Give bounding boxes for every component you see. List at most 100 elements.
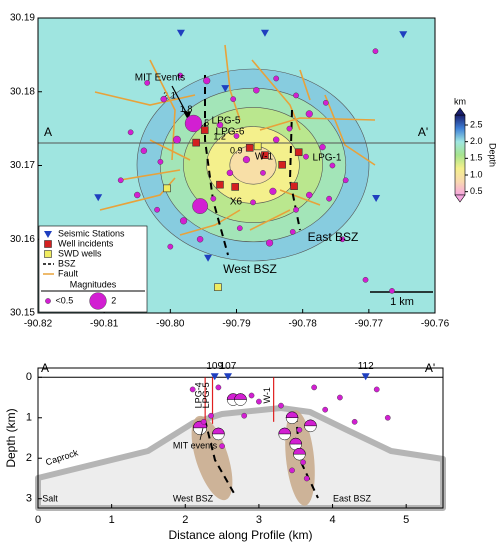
annotation: Salt	[42, 493, 58, 503]
map-panel: 2.1 1.8 1.51.2 0.9	[37, 17, 436, 314]
x-tick-label: -90.80	[156, 319, 185, 330]
station	[223, 373, 232, 381]
earthquake	[256, 398, 262, 405]
focal-mechanism-fill	[278, 427, 291, 435]
earthquake	[266, 239, 274, 247]
annotation: MIT Events	[135, 73, 185, 84]
well	[214, 283, 222, 291]
bsz-line	[204, 419, 236, 496]
earthquake	[286, 125, 293, 132]
earthquake	[180, 217, 188, 225]
x-tick-label: -90.76	[421, 319, 450, 330]
earthquake	[233, 133, 240, 139]
well	[253, 142, 262, 151]
legend-label: Seismic Stations	[58, 228, 125, 238]
well	[261, 151, 269, 159]
y-tick-label: 30.16	[10, 234, 35, 245]
earthquake	[389, 288, 395, 294]
fault	[119, 169, 181, 181]
earthquake	[326, 195, 332, 202]
annotation: A	[44, 125, 52, 139]
station	[260, 29, 269, 37]
annotation: LPG-6	[216, 127, 245, 138]
earthquake	[117, 177, 124, 184]
earthquake	[269, 187, 277, 195]
fault	[249, 209, 291, 231]
colorbar-end	[454, 107, 466, 116]
well	[216, 180, 224, 189]
x-axis-label: Distance along Profile (km)	[168, 528, 312, 542]
fault	[99, 177, 176, 211]
x-tick-label: 0	[35, 514, 41, 526]
fault	[279, 189, 321, 206]
y-tick-label: 30.15	[10, 308, 35, 319]
contour-label: 0.9	[230, 146, 243, 156]
annotation: East BSZ	[308, 230, 359, 244]
colorbar-tick-label: 0.5	[470, 186, 483, 196]
earthquake	[303, 475, 310, 482]
earthquake	[189, 386, 196, 393]
earthquake	[372, 48, 379, 55]
well-label: LPG-4	[194, 382, 204, 408]
earthquake	[250, 199, 256, 206]
earthquake	[300, 459, 306, 466]
earthquake	[200, 418, 207, 425]
earthquake	[160, 95, 167, 103]
y-tick-label: 1	[26, 412, 32, 424]
legend-size	[45, 298, 51, 304]
earthquake	[230, 96, 237, 102]
earthquake	[242, 156, 250, 164]
annotation: MIT events	[173, 440, 218, 450]
colorbar	[454, 114, 466, 196]
well	[231, 183, 239, 191]
contour-label: 1.2	[213, 132, 226, 142]
station	[176, 29, 185, 37]
well	[192, 138, 200, 147]
x-tick-label: -90.82	[24, 319, 53, 330]
earthquake	[210, 195, 217, 202]
x-tick-label: -90.79	[222, 319, 251, 330]
earthquake	[167, 243, 174, 250]
earthquake	[339, 236, 346, 243]
x-tick-label: 2	[182, 514, 188, 526]
depth-contours: 2.1 1.8 1.51.2 0.9	[136, 68, 370, 262]
station	[221, 85, 230, 93]
focal-mechanism-fill	[285, 411, 299, 419]
earthquake	[196, 236, 204, 243]
earthquake	[236, 225, 243, 232]
station	[94, 194, 103, 202]
earthquake	[127, 129, 134, 136]
earthquake	[144, 80, 151, 86]
earthquake	[311, 384, 317, 391]
y-tick-label: 30.19	[10, 13, 35, 24]
annotation: West BSZ	[223, 262, 277, 276]
x-tick-label: -90.81	[90, 319, 119, 330]
earthquake	[362, 276, 369, 283]
y-tick-label: 3	[26, 493, 32, 505]
earthquake	[273, 136, 280, 143]
y-tick-label: 30.17	[10, 160, 35, 171]
earthquake	[384, 414, 391, 421]
legend-label: Well incidents	[58, 238, 114, 248]
legend-title: Magnitudes	[70, 279, 117, 289]
earthquake	[215, 384, 222, 391]
focal-mechanism-fill	[289, 437, 302, 445]
earthquake	[273, 75, 280, 82]
fault	[224, 44, 241, 121]
y-axis-label: Depth (km)	[4, 408, 18, 467]
arrow-head	[183, 111, 191, 120]
station-label: 107	[220, 361, 237, 372]
earthquake	[203, 77, 211, 85]
y-tick-label: 0	[26, 371, 32, 383]
earthquake	[184, 114, 203, 133]
contour-label: 1.8	[180, 104, 193, 114]
contour-label: 2.1	[163, 90, 176, 100]
earthquake	[322, 99, 329, 106]
earthquake	[289, 467, 295, 474]
station	[372, 194, 381, 202]
earthquake	[173, 135, 181, 144]
legend-label: SWD wells	[58, 248, 102, 258]
earthquake	[192, 198, 208, 214]
